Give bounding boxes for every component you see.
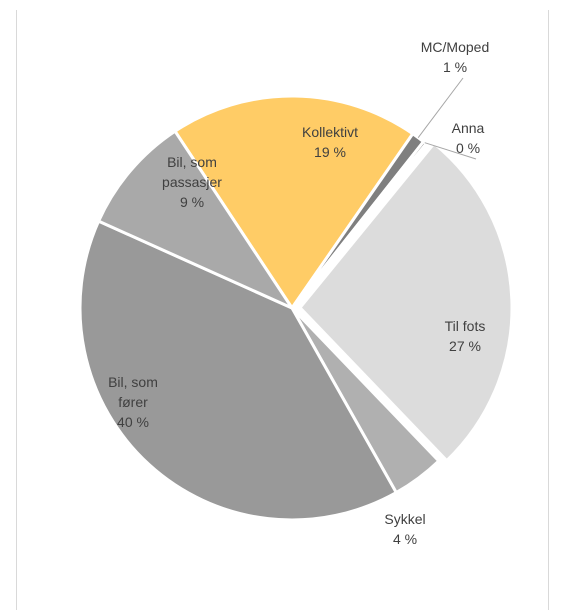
pie-chart: Kollektivt 19 % MC/Moped 1 % Anna 0 % Til fots…: [78, 39, 514, 547]
data-label: Bil, som passasjer 9 %: [162, 154, 222, 210]
data-label-category: Anna: [452, 120, 485, 136]
data-label-value: 0 %: [456, 140, 480, 156]
data-label-category: Til fots: [445, 318, 486, 334]
data-label: MC/Moped 1 %: [421, 39, 489, 75]
chart-frame: [16, 10, 549, 610]
data-label: Til fots 27 %: [445, 318, 486, 354]
data-label-category: MC/Moped: [421, 39, 489, 55]
data-label-category: fører: [118, 394, 148, 410]
data-label-value: 27 %: [449, 338, 481, 354]
data-label-value: 9 %: [180, 194, 204, 210]
data-label: Kollektivt 19 %: [302, 124, 358, 160]
leader-lines: [417, 77, 477, 160]
data-label-category: passasjer: [162, 174, 222, 190]
pie-slice-bil-som-passasjer: [97, 129, 294, 310]
data-label-category: Bil, som: [167, 154, 217, 170]
data-labels: Kollektivt 19 % MC/Moped 1 % Anna 0 % Til fots…: [108, 39, 489, 547]
data-label-value: 1 %: [443, 59, 467, 75]
data-label-category: Sykkel: [384, 511, 425, 527]
data-label-category: Bil, som: [108, 374, 158, 390]
data-label: Sykkel 4 %: [384, 511, 425, 547]
data-label: Bil, som fører 40 %: [108, 374, 158, 430]
leader-line: [417, 77, 464, 138]
pie-slice-anna: [290, 140, 428, 310]
pie-slices: [78, 94, 514, 522]
pie-slice-kollektivt: [173, 94, 415, 310]
leader-line: [424, 142, 477, 160]
data-label-value: 4 %: [393, 531, 417, 547]
pie-slice-bil-som-f-rer: [78, 219, 398, 522]
data-label-category: Kollektivt: [302, 124, 358, 140]
data-label-value: 40 %: [117, 414, 149, 430]
data-label-value: 19 %: [314, 144, 346, 160]
pie-slice-til-fots: [298, 141, 514, 463]
data-label: Anna 0 %: [452, 120, 485, 156]
